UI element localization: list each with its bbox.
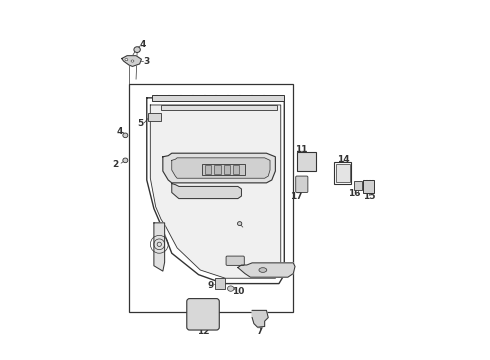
- Polygon shape: [252, 310, 268, 327]
- Polygon shape: [238, 263, 295, 277]
- Bar: [336, 163, 350, 182]
- Bar: [152, 95, 284, 102]
- Polygon shape: [172, 184, 242, 199]
- Ellipse shape: [125, 59, 128, 61]
- Polygon shape: [122, 56, 142, 66]
- Polygon shape: [163, 153, 275, 183]
- Text: 4: 4: [140, 40, 147, 49]
- Text: 16: 16: [348, 189, 360, 198]
- FancyBboxPatch shape: [187, 298, 220, 330]
- Text: 11: 11: [295, 145, 308, 154]
- Bar: [363, 180, 374, 193]
- Bar: [215, 278, 224, 289]
- Text: 7: 7: [257, 327, 263, 336]
- Ellipse shape: [131, 60, 134, 62]
- Polygon shape: [147, 98, 284, 284]
- Polygon shape: [154, 223, 165, 271]
- Ellipse shape: [259, 268, 267, 273]
- Bar: [297, 153, 317, 171]
- Bar: [161, 105, 277, 111]
- Bar: [202, 163, 245, 175]
- Text: 9: 9: [207, 281, 214, 290]
- Ellipse shape: [238, 222, 242, 226]
- Bar: [233, 165, 239, 174]
- Text: 2: 2: [113, 161, 119, 170]
- Ellipse shape: [134, 47, 140, 53]
- Text: 12: 12: [196, 327, 209, 336]
- Bar: [148, 113, 161, 121]
- Bar: [129, 84, 293, 312]
- Bar: [223, 165, 230, 174]
- Ellipse shape: [123, 133, 128, 138]
- Polygon shape: [150, 105, 281, 278]
- Text: 3: 3: [144, 57, 150, 66]
- FancyBboxPatch shape: [296, 176, 308, 193]
- Bar: [334, 162, 351, 184]
- Text: 8: 8: [221, 256, 228, 265]
- Bar: [214, 165, 220, 174]
- Text: 14: 14: [337, 155, 349, 164]
- Text: 4: 4: [116, 127, 122, 136]
- Bar: [205, 165, 211, 174]
- Text: 13: 13: [240, 224, 252, 233]
- Bar: [354, 181, 362, 190]
- Polygon shape: [172, 158, 270, 178]
- Text: 15: 15: [363, 192, 375, 201]
- Text: 5: 5: [138, 120, 144, 129]
- Text: 1: 1: [204, 312, 211, 321]
- Text: 10: 10: [232, 287, 244, 296]
- Ellipse shape: [123, 158, 128, 163]
- Text: 17: 17: [290, 192, 302, 201]
- Text: 6: 6: [275, 271, 281, 280]
- Ellipse shape: [227, 286, 234, 291]
- FancyBboxPatch shape: [226, 256, 245, 265]
